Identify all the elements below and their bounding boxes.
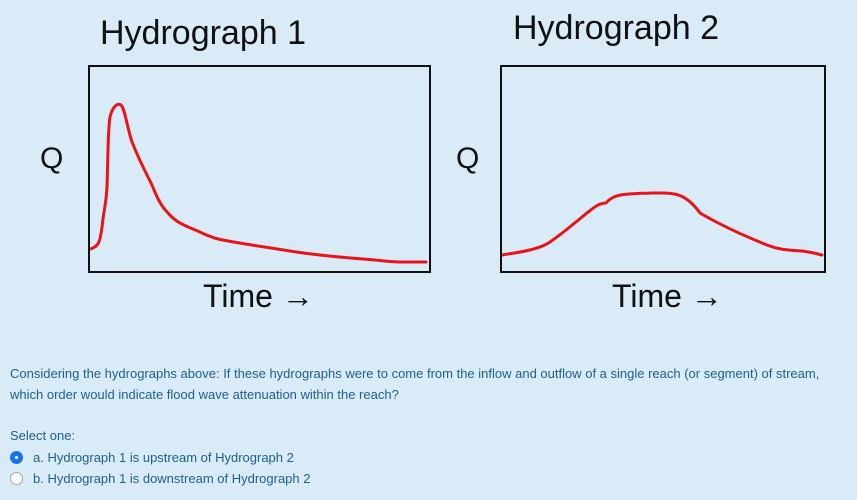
option-b-radio[interactable] [10, 471, 23, 485]
hydrograph-2-curve-svg [502, 191, 824, 257]
hydrograph-2-x-label: Time → [612, 278, 723, 314]
option-a-label[interactable]: a. Hydrograph 1 is upstream of Hydrograp… [33, 449, 294, 465]
hydrograph-1-x-label: Time → [203, 278, 314, 314]
option-b-label[interactable]: b. Hydrograph 1 is downstream of Hydrogr… [33, 470, 311, 486]
hydrograph-2-plot [500, 65, 826, 273]
hydrograph-1-curve [90, 102, 428, 264]
hydrograph-1-curve-svg [90, 102, 428, 264]
select-label: Select one: [10, 428, 76, 443]
question-text: Considering the hydrographs above: If th… [10, 366, 820, 402]
hydrograph-2-y-label: Q [456, 142, 480, 175]
option-a-radio[interactable] [10, 450, 23, 464]
hydrograph-2-title: Hydrograph 2 [513, 9, 720, 47]
option-b[interactable]: b. Hydrograph 1 is downstream of Hydrogr… [10, 469, 310, 487]
hydrograph-1-plot [88, 65, 431, 273]
hydrograph-2-curve [502, 191, 824, 257]
option-a[interactable]: a. Hydrograph 1 is upstream of Hydrograp… [10, 448, 294, 466]
hydrograph-1-title: Hydrograph 1 [100, 14, 307, 52]
hydrograph-1-y-label: Q [40, 142, 64, 175]
